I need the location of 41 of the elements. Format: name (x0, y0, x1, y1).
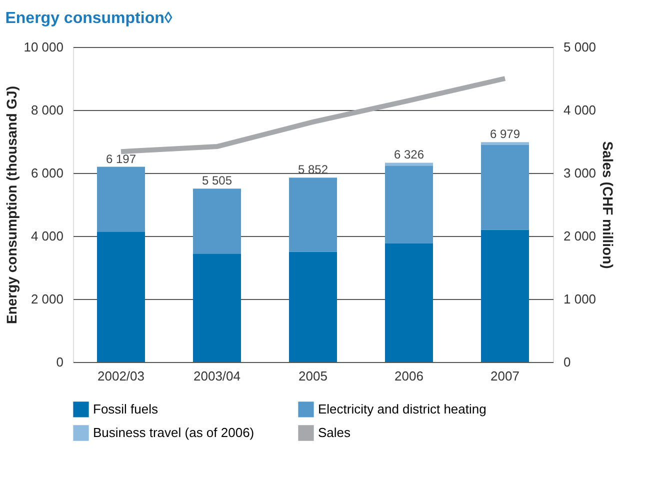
x-tick-label: 2005 (298, 368, 328, 384)
bar (289, 252, 337, 362)
y2-tick-label: 2 000 (564, 228, 596, 244)
x-tick-label: 2006 (394, 368, 424, 384)
y-tick-label: 4 000 (30, 228, 64, 244)
y2-tick-label: 5 000 (564, 40, 596, 54)
y-axis-title: Energy consumption (thousand GJ) (4, 86, 20, 324)
legend-label: Electricity and district heating (318, 401, 486, 416)
bar (385, 244, 433, 362)
legend-label: Business travel (as of 2006) (93, 425, 254, 440)
y-tick-label: 2 000 (30, 292, 64, 306)
x-tick-label: 2007 (490, 368, 520, 384)
y2-tick-label: 1 000 (564, 292, 596, 306)
total-label: 5 505 (202, 174, 232, 188)
bar (97, 166, 145, 232)
total-label: 6 326 (394, 148, 424, 162)
bar (289, 178, 337, 252)
bar (193, 254, 241, 362)
bar (97, 232, 145, 362)
y2-axis-title: Sales (CHF million) (600, 141, 616, 269)
bar (481, 142, 529, 145)
y2-tick-label: 0 (564, 354, 571, 370)
bar (385, 162, 433, 166)
legend-label: Fossil fuels (93, 401, 159, 416)
chart-title: Energy consumption◊ (5, 10, 172, 27)
total-label: 6 979 (490, 127, 520, 142)
x-tick-label: 2002/03 (98, 368, 144, 384)
y-tick-label: 0 (56, 354, 64, 370)
y-tick-label: 8 000 (30, 102, 64, 118)
total-label: 5 852 (298, 162, 328, 177)
bar (385, 166, 433, 244)
y2-tick-label: 4 000 (564, 102, 596, 118)
total-label: 6 197 (106, 152, 136, 166)
y-tick-label: 10 000 (24, 40, 64, 54)
legend-label: Sales (318, 425, 352, 440)
bar (193, 188, 241, 254)
bar (481, 144, 529, 230)
x-tick-label: 2003/04 (194, 368, 240, 384)
y2-tick-label: 3 000 (564, 166, 596, 180)
y-tick-label: 6 000 (30, 166, 64, 180)
bar (481, 230, 529, 362)
